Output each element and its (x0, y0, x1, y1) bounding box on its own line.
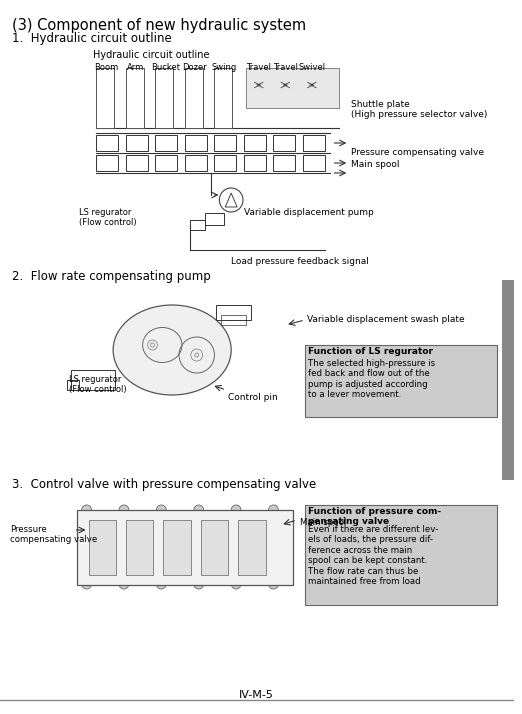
Bar (274, 135, 295, 151)
Circle shape (194, 505, 204, 515)
Bar (71, 370, 115, 390)
Text: Hydraulic circuit outline: Hydraulic circuit outline (93, 50, 210, 60)
Bar (126, 68, 144, 128)
Bar (156, 68, 173, 128)
Text: Function of pressure com-
pensating valve: Function of pressure com- pensating valv… (308, 507, 441, 526)
Bar (67, 380, 79, 390)
Ellipse shape (113, 305, 231, 395)
Text: Main spool: Main spool (300, 518, 346, 527)
Bar (502, 280, 514, 480)
Circle shape (119, 505, 129, 515)
Bar (221, 315, 246, 325)
Text: Travel: Travel (273, 63, 298, 72)
Text: Variable displacement pump: Variable displacement pump (244, 208, 374, 217)
FancyBboxPatch shape (305, 505, 497, 605)
Bar (274, 155, 295, 171)
Circle shape (81, 579, 91, 589)
Circle shape (231, 505, 241, 515)
Bar (185, 68, 203, 128)
Text: Even if there are different lev-
els of loads, the pressure dif-
ference across : Even if there are different lev- els of … (308, 525, 438, 586)
Bar (163, 520, 191, 575)
Text: LS regurator
(Flow control): LS regurator (Flow control) (69, 375, 126, 394)
Text: Swivel: Swivel (298, 63, 325, 72)
Bar (185, 155, 207, 171)
Text: Shuttle plate
(High pressure selector valve): Shuttle plate (High pressure selector va… (351, 100, 488, 119)
Text: Function of LS regurator: Function of LS regurator (308, 347, 433, 356)
Bar (215, 135, 236, 151)
Text: 1.  Hydraulic circuit outline: 1. Hydraulic circuit outline (12, 32, 172, 45)
FancyBboxPatch shape (305, 345, 497, 417)
Text: 2.  Flow rate compensating pump: 2. Flow rate compensating pump (12, 270, 210, 283)
Bar (215, 155, 236, 171)
Text: Travel: Travel (246, 63, 271, 72)
Text: Arm: Arm (127, 63, 145, 72)
Bar (89, 520, 116, 575)
Circle shape (157, 579, 166, 589)
Circle shape (268, 579, 278, 589)
Bar (205, 213, 224, 225)
Circle shape (194, 579, 204, 589)
Bar (244, 135, 266, 151)
Text: Main spool: Main spool (351, 160, 400, 169)
Bar (97, 68, 114, 128)
Text: (3) Component of new hydraulic system: (3) Component of new hydraulic system (12, 18, 306, 33)
Circle shape (157, 505, 166, 515)
Text: Dozer: Dozer (182, 63, 207, 72)
Bar (185, 135, 207, 151)
Text: Load pressure feedback signal: Load pressure feedback signal (231, 257, 369, 266)
Text: IV-M-5: IV-M-5 (239, 690, 274, 700)
Bar (244, 155, 266, 171)
Text: The selected high-pressure is
fed back and flow out of the
pump is adjusted acco: The selected high-pressure is fed back a… (308, 359, 435, 399)
Bar (200, 520, 228, 575)
Text: Pressure compensating valve: Pressure compensating valve (351, 148, 484, 157)
Bar (97, 155, 118, 171)
Bar (97, 135, 118, 151)
Bar (126, 520, 153, 575)
Bar (77, 510, 293, 585)
Bar (156, 135, 177, 151)
Bar (303, 155, 325, 171)
Bar (126, 135, 148, 151)
Text: Boom: Boom (94, 63, 118, 72)
Circle shape (231, 579, 241, 589)
Text: 3.  Control valve with pressure compensating valve: 3. Control valve with pressure compensat… (12, 478, 316, 491)
Bar (303, 135, 325, 151)
Text: Swing: Swing (211, 63, 237, 72)
Bar (190, 220, 205, 230)
Bar (156, 155, 177, 171)
Text: Pressure
compensating valve: Pressure compensating valve (10, 525, 97, 544)
Bar (217, 305, 251, 320)
Bar (215, 68, 232, 128)
Circle shape (268, 505, 278, 515)
Circle shape (81, 505, 91, 515)
Text: LS regurator
(Flow control): LS regurator (Flow control) (79, 208, 136, 227)
Text: Variable displacement swash plate: Variable displacement swash plate (307, 315, 465, 324)
Text: Control pin: Control pin (228, 393, 278, 402)
Text: Bucket: Bucket (151, 63, 180, 72)
Bar (126, 155, 148, 171)
Bar (246, 68, 339, 108)
Circle shape (119, 579, 129, 589)
Bar (238, 520, 266, 575)
